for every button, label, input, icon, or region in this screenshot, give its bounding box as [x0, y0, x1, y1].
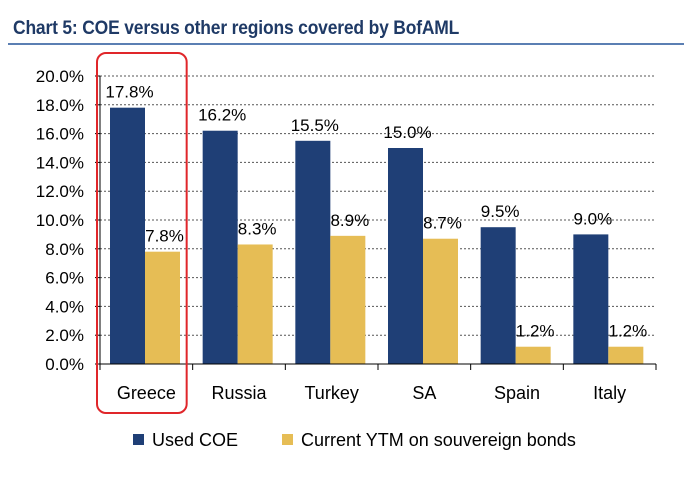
chart-title: Chart 5: COE versus other regions covere… [13, 18, 460, 39]
bar-spain-series-0 [480, 227, 516, 364]
y-tick-label-4: 8.0% [45, 240, 84, 259]
data-label-spain-series-0: 9.5% [481, 202, 520, 221]
y-tick-label-2: 4.0% [45, 297, 84, 316]
bar-russia-series-0 [202, 130, 238, 364]
gridlines [100, 75, 656, 336]
data-labels: 17.8% 7.8% 16.2% 8.3% 15.5% 8.9% 15.0% 8.7% 9.5%… [105, 83, 647, 341]
bar-greece-series-1 [145, 251, 180, 364]
category-label-russia: Russia [211, 383, 267, 403]
bar-italy-series-1 [608, 346, 644, 364]
legend: Used COE Current YTM on souvereign bonds [133, 430, 576, 450]
category-labels: Greece Russia Turkey SA Spain Italy [117, 383, 626, 403]
bar-turkey-series-1 [330, 235, 366, 364]
highlight-box [96, 52, 188, 414]
data-label-turkey-series-0: 15.5% [291, 116, 339, 135]
y-tick-label-1: 2.0% [45, 326, 84, 345]
bar-sa-series-1 [423, 238, 458, 364]
y-tick-label-8: 16.0% [36, 125, 84, 144]
category-label-spain: Spain [494, 383, 540, 403]
category-label-turkey: Turkey [304, 383, 358, 403]
bar-russia-series-1 [237, 244, 273, 364]
data-label-italy-series-1: 1.2% [608, 322, 647, 341]
legend-label-0: Used COE [152, 430, 238, 450]
bar-sa-series-0 [388, 148, 423, 364]
axes [95, 75, 657, 370]
y-tick-label-3: 6.0% [45, 269, 84, 288]
highlight-box-greece [96, 52, 188, 414]
data-label-spain-series-1: 1.2% [516, 322, 555, 341]
category-label-greece: Greece [117, 383, 176, 403]
data-label-greece-series-0: 17.8% [105, 83, 153, 102]
y-tick-label-9: 18.0% [36, 96, 84, 115]
category-label-italy: Italy [593, 383, 626, 403]
bar-greece-series-0 [110, 107, 145, 365]
bar-turkey-series-0 [295, 140, 331, 364]
data-label-russia-series-1: 8.3% [238, 219, 277, 238]
legend-swatch-1 [282, 434, 293, 445]
y-tick-label-0: 0.0% [45, 355, 84, 374]
y-tick-label-6: 12.0% [36, 182, 84, 201]
title-rule [8, 43, 684, 45]
data-label-turkey-series-1: 8.9% [330, 211, 369, 230]
bar-spain-series-1 [515, 346, 551, 364]
data-label-russia-series-0: 16.2% [198, 106, 246, 125]
category-label-sa: SA [412, 383, 436, 403]
y-tick-label-10: 20.0% [36, 67, 84, 86]
y-tick-label-5: 10.0% [36, 211, 84, 230]
data-label-greece-series-1: 7.8% [145, 227, 184, 246]
y-tick-label-7: 14.0% [36, 153, 84, 172]
legend-label-1: Current YTM on souvereign bonds [301, 430, 576, 450]
data-label-sa-series-1: 8.7% [423, 214, 462, 233]
bar-italy-series-0 [573, 234, 609, 364]
data-label-italy-series-0: 9.0% [573, 209, 612, 228]
data-label-sa-series-0: 15.0% [383, 123, 431, 142]
y-axis-ticks: 0.0% 2.0% 4.0% 6.0% 8.0% 10.0% 12.0% 14.0% 16.0%… [36, 67, 84, 374]
legend-swatch-0 [133, 434, 144, 445]
bars [110, 107, 644, 365]
